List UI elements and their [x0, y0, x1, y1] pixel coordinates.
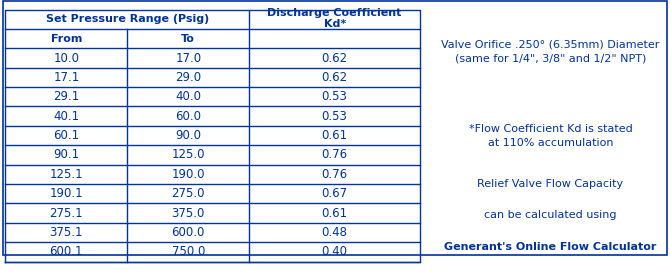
Text: 40.0: 40.0 — [176, 90, 201, 103]
Text: 600.1: 600.1 — [50, 245, 83, 258]
Text: 0.61: 0.61 — [322, 207, 348, 219]
Text: 29.0: 29.0 — [176, 71, 201, 84]
Text: Relief Valve Flow Capacity: Relief Valve Flow Capacity — [477, 179, 624, 189]
Text: 275.1: 275.1 — [50, 207, 83, 219]
Text: 40.1: 40.1 — [54, 110, 79, 123]
Text: 125.1: 125.1 — [50, 168, 83, 181]
Text: 10.0: 10.0 — [54, 52, 79, 64]
Text: 0.62: 0.62 — [322, 71, 348, 84]
Text: can be calculated using: can be calculated using — [484, 210, 616, 220]
Text: 90.0: 90.0 — [176, 129, 201, 142]
Text: 60.1: 60.1 — [54, 129, 79, 142]
Text: 0.61: 0.61 — [322, 129, 348, 142]
Text: 17.0: 17.0 — [176, 52, 201, 64]
Text: 29.1: 29.1 — [53, 90, 80, 103]
Text: 0.67: 0.67 — [322, 187, 348, 200]
Text: 750.0: 750.0 — [172, 245, 205, 258]
Text: 0.53: 0.53 — [322, 110, 348, 123]
Text: 190.0: 190.0 — [172, 168, 205, 181]
Text: 0.62: 0.62 — [322, 52, 348, 64]
Text: 0.76: 0.76 — [322, 149, 348, 161]
Text: 0.48: 0.48 — [322, 226, 348, 239]
Text: 17.1: 17.1 — [53, 71, 80, 84]
Text: *Flow Coefficient Kd is stated
at 110% accumulation: *Flow Coefficient Kd is stated at 110% a… — [468, 124, 632, 148]
Text: Discharge Coefficient: Discharge Coefficient — [267, 8, 402, 18]
Text: 60.0: 60.0 — [176, 110, 201, 123]
Text: To: To — [182, 34, 195, 44]
Text: 0.53: 0.53 — [322, 90, 348, 103]
Text: 190.1: 190.1 — [50, 187, 83, 200]
Text: 375.1: 375.1 — [50, 226, 83, 239]
Text: 275.0: 275.0 — [172, 187, 205, 200]
Text: 375.0: 375.0 — [172, 207, 205, 219]
Text: Kd*: Kd* — [324, 19, 346, 29]
Text: Valve Orifice .250° (6.35mm) Diameter
(same for 1/4", 3/8" and 1/2" NPT): Valve Orifice .250° (6.35mm) Diameter (s… — [442, 40, 659, 64]
Text: Generant's Online Flow Calculator: Generant's Online Flow Calculator — [444, 242, 657, 252]
Text: From: From — [51, 34, 82, 44]
Text: 600.0: 600.0 — [172, 226, 205, 239]
Text: 125.0: 125.0 — [172, 149, 205, 161]
Text: 0.76: 0.76 — [322, 168, 348, 181]
Text: 0.40: 0.40 — [322, 245, 348, 258]
Text: 90.1: 90.1 — [54, 149, 79, 161]
Text: Set Pressure Range (Psig): Set Pressure Range (Psig) — [46, 14, 209, 24]
